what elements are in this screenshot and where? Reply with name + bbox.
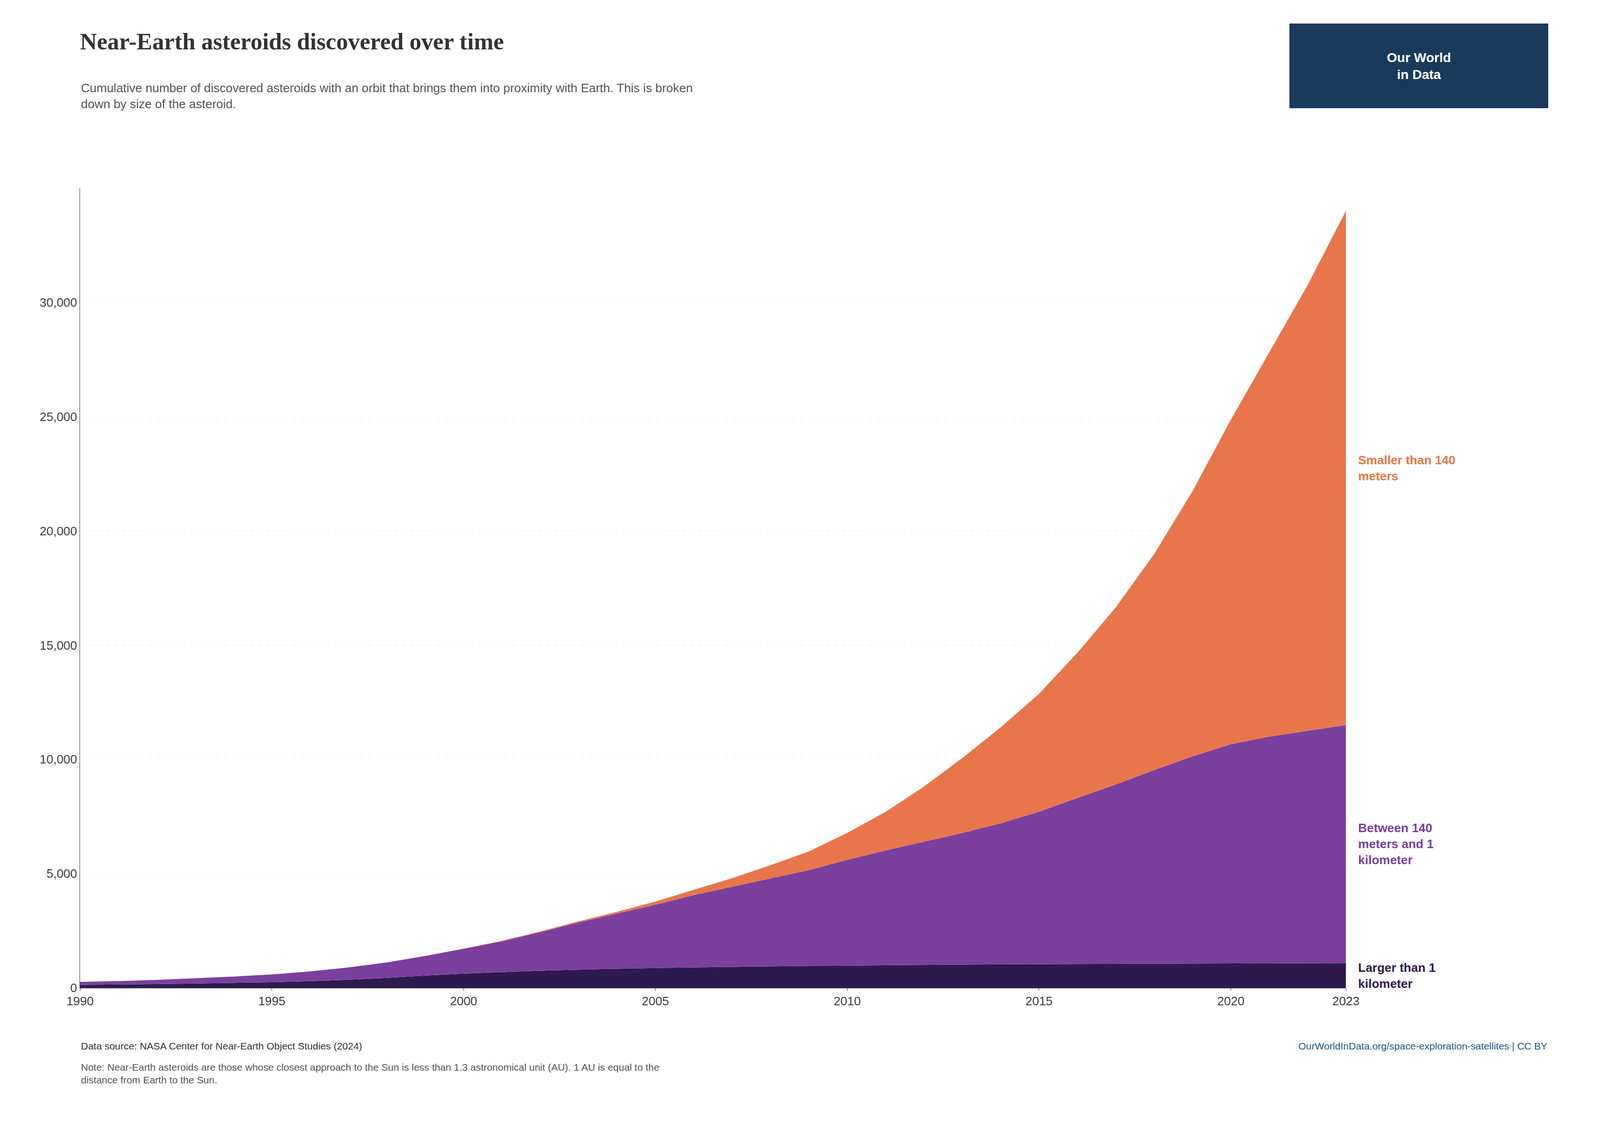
svg-text:Our Worldin Data: Our Worldin Data	[1386, 50, 1451, 82]
svg-text:OurWorldInData.org/space-explo: OurWorldInData.org/space-exploration-sat…	[1298, 1040, 1548, 1052]
svg-text:Note: Near-Earth asteroids are: Note: Near-Earth asteroids are those who…	[80, 1062, 660, 1086]
svg-text:25,000: 25,000	[39, 409, 78, 424]
svg-text:2020: 2020	[1217, 994, 1245, 1009]
svg-text:30,000: 30,000	[39, 295, 78, 310]
svg-text:0: 0	[70, 981, 77, 996]
svg-text:Between 140meters and 1kilomet: Between 140meters and 1kilometer	[1358, 821, 1434, 868]
svg-text:Near-Earth asteroids discovere: Near-Earth asteroids discovered over tim…	[80, 28, 504, 55]
svg-text:5,000: 5,000	[46, 866, 78, 881]
svg-text:2010: 2010	[833, 994, 861, 1009]
svg-text:10,000: 10,000	[39, 752, 78, 767]
svg-text:2023: 2023	[1332, 994, 1360, 1009]
svg-text:Smaller than 140meters: Smaller than 140meters	[1358, 453, 1456, 484]
svg-text:20,000: 20,000	[39, 524, 78, 539]
svg-text:Data source: NASA Center for N: Data source: NASA Center for Near-Earth …	[80, 1040, 363, 1052]
svg-text:1995: 1995	[258, 994, 286, 1009]
svg-text:15,000: 15,000	[39, 638, 78, 653]
svg-text:2005: 2005	[641, 994, 670, 1009]
svg-text:Cumulative number of discovere: Cumulative number of discovered asteroid…	[80, 80, 693, 112]
svg-text:2000: 2000	[449, 994, 478, 1009]
svg-text:Larger than 1kilometer: Larger than 1kilometer	[1358, 960, 1436, 992]
svg-text:1990: 1990	[66, 994, 94, 1009]
svg-text:2015: 2015	[1025, 994, 1053, 1009]
